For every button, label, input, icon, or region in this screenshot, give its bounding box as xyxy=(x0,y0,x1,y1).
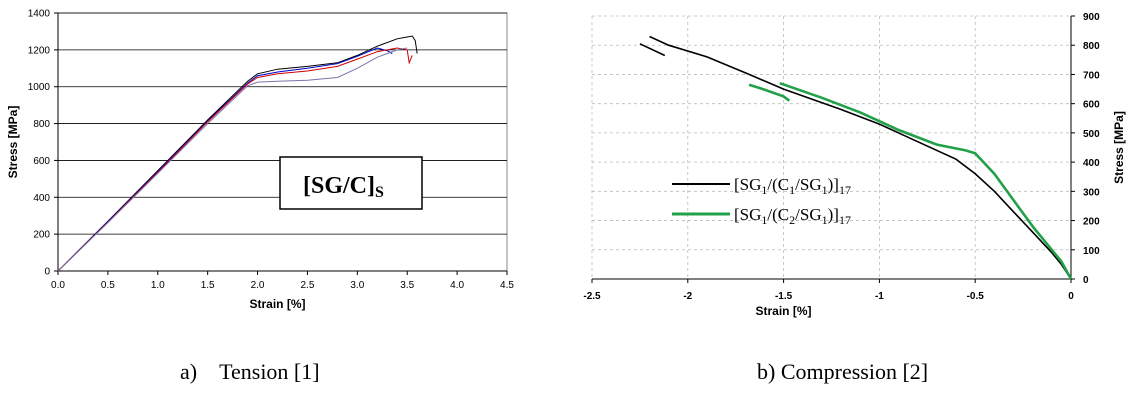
tick-label-y: 0 xyxy=(1083,275,1089,286)
tick-label-x: 0 xyxy=(1068,291,1074,302)
legend-label-1: [SG1/(C1/SG1)]17 xyxy=(734,175,851,197)
tick-label-x: -0.5 xyxy=(967,291,985,302)
tick-label-x: 2.0 xyxy=(251,280,265,291)
series-line-4 xyxy=(57,47,408,272)
tick-label-x: 1.0 xyxy=(151,280,165,291)
tick-label-x: 3.0 xyxy=(350,280,364,291)
y-axis-label: Stress [MPa] xyxy=(6,106,20,179)
legend-label-2: [SG1/(C2/SG1)]17 xyxy=(734,205,851,227)
y-axis-label: Stress [MPa] xyxy=(1112,111,1126,184)
tick-label-y: 500 xyxy=(1083,129,1100,140)
tick-label-x: -1.5 xyxy=(775,291,793,302)
tick-label-y: 600 xyxy=(33,156,50,167)
label-box xyxy=(279,156,423,210)
tick-label-x: 0.5 xyxy=(101,280,115,291)
tick-label-y: 200 xyxy=(33,230,50,241)
tick-label-x: -1 xyxy=(875,291,884,302)
tension-chart: 0 200 400 600 800 1000 1200 1400 0.0 0.5 1.0 1.5 2.0… xyxy=(6,9,514,312)
plot-frame xyxy=(57,12,508,272)
tick-label-x: -2.5 xyxy=(583,291,601,302)
tick-label-x: 4.0 xyxy=(450,280,464,291)
tick-label-y: 700 xyxy=(1083,70,1100,81)
tick-label-x: 1.5 xyxy=(201,280,215,291)
series-1-segment-2 xyxy=(649,35,750,76)
tick-label-x: -2 xyxy=(683,291,692,302)
label-box-text: [SG/C]S xyxy=(303,173,384,201)
series-1-segment-3 xyxy=(748,73,1072,280)
tick-label-y: 0 xyxy=(44,267,50,278)
series-2-segment-1 xyxy=(748,83,791,102)
series-line-3 xyxy=(57,47,413,272)
tick-label-y: 200 xyxy=(1083,217,1100,228)
series-2-segment-2 xyxy=(779,81,1073,280)
tick-label-x: 0.0 xyxy=(51,280,65,291)
x-axis-label: Strain [%] xyxy=(755,304,811,318)
series-line-2 xyxy=(57,47,393,272)
tick-label-y: 100 xyxy=(1083,246,1100,257)
tick-label-y: 1200 xyxy=(28,45,51,56)
tick-label-y: 900 xyxy=(1083,12,1100,23)
x-axis-label: Strain [%] xyxy=(249,297,305,311)
series-line-1 xyxy=(57,35,418,272)
tick-label-y: 800 xyxy=(33,119,50,130)
tick-label-x: 4.5 xyxy=(500,280,514,291)
caption-a: a) Tension [1] xyxy=(180,359,320,384)
tick-label-y: 1000 xyxy=(28,82,51,93)
caption-b: b) Compression [2] xyxy=(757,359,928,384)
tick-label-y: 400 xyxy=(1083,158,1100,169)
tick-label-y: 1400 xyxy=(28,9,51,20)
tick-label-x: 2.5 xyxy=(300,280,314,291)
tick-label-y: 600 xyxy=(1083,100,1100,111)
tick-label-y: 800 xyxy=(1083,41,1100,52)
compression-chart: 0 100 200 300 400 500 600 700 800 900 -2.5 -2 -1.5 -1… xyxy=(583,12,1126,318)
tick-label-y: 400 xyxy=(33,193,50,204)
series-1-segment-1 xyxy=(639,43,666,57)
tick-label-y: 300 xyxy=(1083,187,1100,198)
tick-label-x: 3.5 xyxy=(400,280,414,291)
